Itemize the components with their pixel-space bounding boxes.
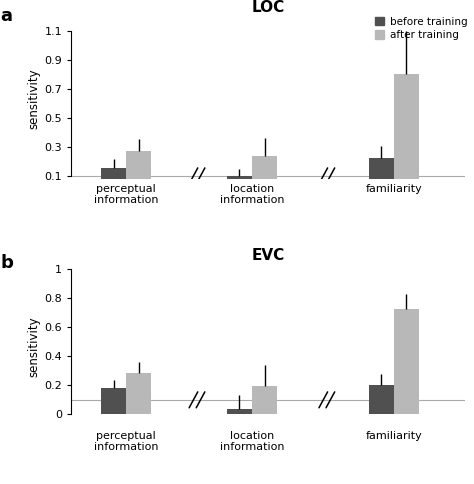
Bar (227, 408, 252, 414)
Legend: before training, after training: before training, after training (375, 16, 467, 40)
Bar (126, 373, 151, 414)
Title: LOC: LOC (251, 0, 284, 15)
Bar (101, 388, 126, 414)
Bar (101, 168, 126, 190)
Bar (252, 156, 277, 190)
Title: EVC: EVC (251, 247, 284, 262)
Bar (394, 308, 419, 414)
Text: b: b (0, 254, 13, 272)
Bar (126, 151, 151, 190)
Text: a: a (0, 7, 12, 25)
Bar (368, 385, 394, 414)
Y-axis label: sensitivity: sensitivity (27, 69, 40, 129)
Bar (252, 386, 277, 414)
Y-axis label: sensitivity: sensitivity (27, 316, 40, 377)
Bar (368, 158, 394, 190)
Bar (394, 75, 419, 190)
Bar (227, 176, 252, 190)
